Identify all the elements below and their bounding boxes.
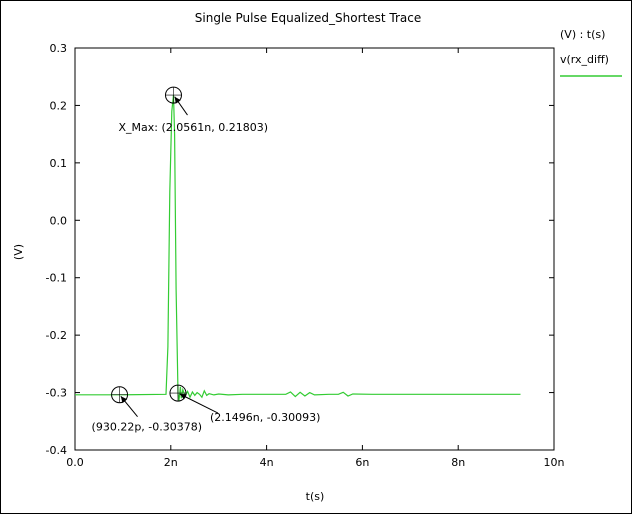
y-tick-label: -0.1: [46, 272, 67, 285]
y-tick-label: -0.2: [46, 329, 67, 342]
legend-header: (V) : t(s): [560, 28, 605, 41]
y-tick-label: 0.2: [50, 99, 68, 112]
series-layer: [75, 95, 521, 402]
legend[interactable]: (V) : t(s) v(rx_diff): [560, 28, 622, 77]
plot-area: [74, 47, 555, 451]
marker-arrowhead: [179, 393, 187, 400]
x-tick-label: 6n: [355, 456, 369, 469]
legend-entry-label: v(rx_diff): [560, 53, 609, 66]
y-axis-label: (V): [12, 244, 25, 260]
x-tick-label: 10n: [544, 456, 565, 469]
y-tick-label: 0.0: [50, 214, 68, 227]
x-tick-label: 2n: [164, 456, 178, 469]
marker-label: X_Max: (2.0561n, 0.21803): [118, 121, 268, 134]
x-axis-label: t(s): [306, 490, 325, 503]
x-tick-label: 8n: [451, 456, 465, 469]
y-tick-label: -0.4: [46, 444, 67, 457]
y-tick-label: 0.1: [50, 157, 68, 170]
marker-annotation[interactable]: (2.1496n, -0.30093): [169, 384, 320, 424]
marker-annotation[interactable]: X_Max: (2.0561n, 0.21803): [118, 86, 268, 134]
y-tick-label: 0.3: [50, 42, 68, 55]
y-tick-label: -0.3: [46, 387, 67, 400]
marker-annotation[interactable]: (930.22p, -0.30378): [92, 386, 203, 434]
annotation-layer: X_Max: (2.0561n, 0.21803) (930.22p, -0.30…: [92, 86, 320, 434]
marker-arrowhead: [120, 396, 128, 404]
marker-label: (2.1496n, -0.30093): [210, 411, 320, 424]
x-tick-label: 4n: [260, 456, 274, 469]
x-axis-ticks: 0.0 2n 4n 6n 8n 10n: [66, 48, 565, 469]
marker-label: (930.22p, -0.30378): [92, 421, 203, 434]
y-axis-ticks: 0.3 0.2 0.1 0.0 -0.1 -0.2 -0.3 -0.4: [46, 42, 554, 457]
chart-title: Single Pulse Equalized_Shortest Trace: [195, 11, 421, 25]
series-line-v-rx-diff-: [75, 95, 521, 402]
marker-arrowhead: [174, 96, 181, 104]
marker-arrow: [179, 393, 219, 414]
x-tick-label: 0.0: [66, 456, 84, 469]
